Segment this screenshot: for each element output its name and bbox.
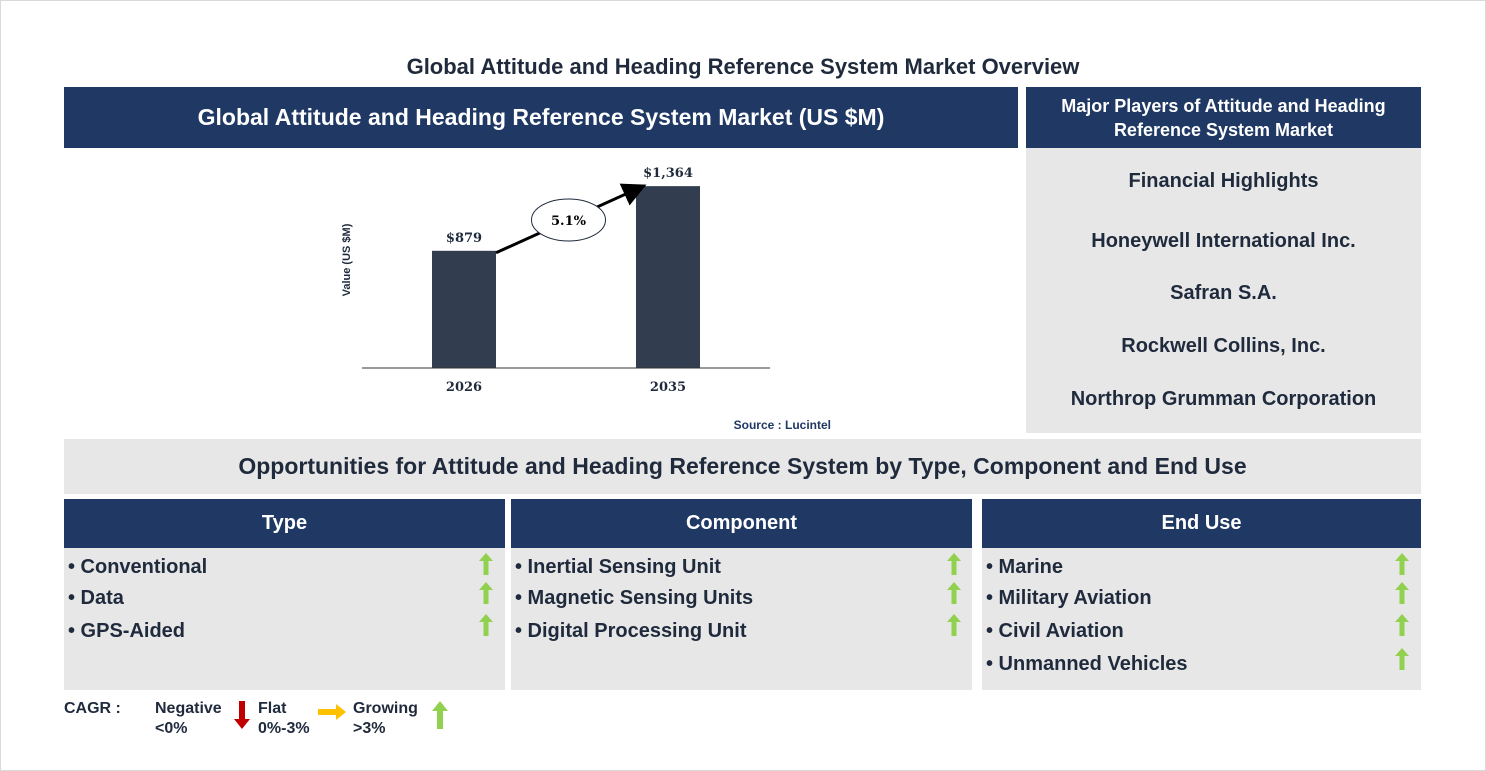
player-item: Honeywell International Inc. (1091, 230, 1356, 252)
up-arrow-icon (1395, 648, 1409, 670)
player-item: Safran S.A. (1170, 282, 1277, 304)
legend-growing: Growing >3% (353, 699, 418, 739)
legend-negative: Negative <0% (155, 699, 222, 739)
column-body-component: • Inertial Sensing Unit • Magnetic Sensi… (511, 548, 972, 690)
page-title: Global Attitude and Heading Reference Sy… (406, 54, 1080, 79)
bar-value-label: $879 (446, 231, 482, 246)
y-axis-label: Value (US $M) (341, 223, 353, 296)
up-arrow-icon (1395, 582, 1409, 604)
legend-flat: Flat 0%-3% (258, 699, 310, 739)
legend-growing-range: >3% (353, 720, 386, 737)
player-item: Northrop Grumman Corporation (1070, 388, 1377, 410)
down-arrow-icon (234, 701, 250, 729)
legend-growing-label: Growing (353, 700, 418, 717)
up-arrow-icon (1395, 614, 1409, 636)
cagr-bubble (531, 198, 606, 242)
list-item: • Conventional (68, 556, 208, 578)
bar-2026 (432, 250, 496, 368)
up-arrow-icon (479, 553, 493, 575)
legend-flat-range: 0%-3% (258, 720, 310, 737)
player-item: Rockwell Collins, Inc. (1121, 335, 1326, 357)
list-item: • Marine (986, 556, 1064, 578)
list-item: • Magnetic Sensing Units (515, 587, 754, 609)
x-tick-label: 2035 (650, 380, 686, 395)
list-item: • Digital Processing Unit (515, 620, 747, 642)
list-item: • Civil Aviation (986, 620, 1124, 642)
opportunities-banner: Opportunities for Attitude and Heading R… (64, 439, 1421, 494)
list-item: • Military Aviation (986, 587, 1152, 609)
chart-banner: Global Attitude and Heading Reference Sy… (64, 87, 1018, 148)
legend-negative-range: <0% (155, 720, 188, 737)
list-item: • Inertial Sensing Unit (515, 556, 721, 578)
market-bar-chart: Value (US $M) $879 2026 $1,364 2035 5.1% So… (341, 166, 831, 432)
bar-2035 (636, 186, 700, 368)
up-arrow-icon (947, 553, 961, 575)
list-item: • Unmanned Vehicles (986, 653, 1188, 675)
up-arrow-icon (479, 582, 493, 604)
up-arrow-icon (432, 701, 448, 729)
up-arrow-icon (479, 614, 493, 636)
bar-value-label: $1,364 (643, 166, 693, 181)
column-body-type: • Conventional • Data • GPS-Aided (64, 548, 505, 690)
legend-negative-label: Negative (155, 700, 222, 717)
column-header-type: Type (64, 499, 505, 548)
cagr-value: 5.1% (551, 214, 587, 229)
column-header-component: Component (511, 499, 972, 548)
up-arrow-icon (947, 582, 961, 604)
player-item: Financial Highlights (1128, 170, 1319, 192)
list-item: • GPS-Aided (68, 620, 186, 642)
source-note: Source : Lucintel (734, 418, 831, 432)
players-banner: Major Players of Attitude and Heading Re… (1026, 87, 1421, 148)
x-tick-label: 2026 (446, 380, 482, 395)
up-arrow-icon (1395, 553, 1409, 575)
legend-flat-label: Flat (258, 700, 287, 717)
players-panel: Financial Highlights Honeywell Internati… (1026, 148, 1421, 433)
legend-cagr-label: CAGR : (64, 700, 121, 717)
list-item: • Data (68, 587, 124, 609)
up-arrow-icon (947, 614, 961, 636)
column-header-end-use: End Use (982, 499, 1421, 548)
right-arrow-icon (318, 704, 346, 720)
column-body-end-use: • Marine • Military Aviation • Civil Avi… (982, 548, 1421, 690)
